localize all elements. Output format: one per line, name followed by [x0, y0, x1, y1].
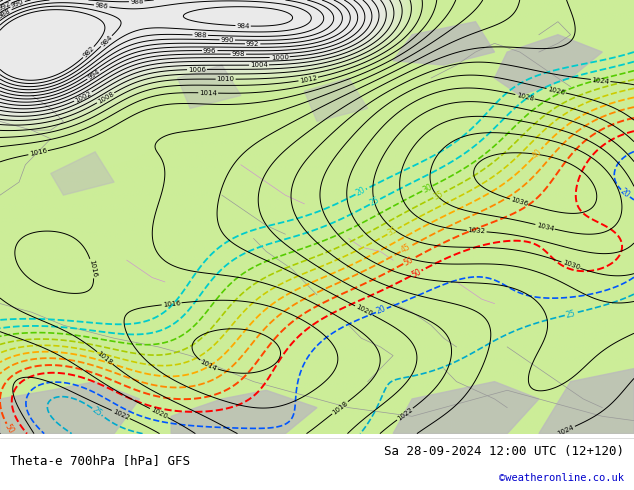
Text: 1024: 1024	[592, 76, 610, 84]
Text: 982: 982	[82, 45, 96, 59]
Text: 1010: 1010	[217, 76, 235, 82]
Text: 35: 35	[386, 225, 399, 238]
Text: 1016: 1016	[29, 148, 48, 157]
Text: 990: 990	[10, 0, 25, 9]
Text: 40: 40	[531, 147, 544, 160]
Text: 1022: 1022	[112, 408, 130, 421]
Text: 1020: 1020	[354, 304, 373, 317]
Text: 1016: 1016	[88, 259, 97, 278]
Text: 992: 992	[0, 0, 12, 12]
Text: 25: 25	[368, 196, 382, 208]
Text: 990: 990	[221, 37, 234, 43]
Text: ©weatheronline.co.uk: ©weatheronline.co.uk	[500, 472, 624, 483]
Text: 1012: 1012	[299, 74, 318, 84]
Text: 1018: 1018	[331, 400, 349, 416]
Polygon shape	[178, 65, 241, 108]
Polygon shape	[495, 35, 602, 96]
Text: 1024: 1024	[557, 424, 575, 437]
Text: 992: 992	[246, 41, 259, 47]
Text: 1028: 1028	[515, 92, 534, 101]
Text: 1004: 1004	[250, 62, 268, 68]
Text: Sa 28-09-2024 12:00 UTC (12+120): Sa 28-09-2024 12:00 UTC (12+120)	[384, 445, 624, 458]
Text: 1008: 1008	[96, 91, 115, 105]
Text: 1030: 1030	[562, 259, 580, 271]
Text: 1020: 1020	[150, 406, 168, 420]
Text: 20: 20	[619, 187, 632, 200]
Text: 1018: 1018	[96, 350, 113, 366]
Polygon shape	[0, 382, 139, 434]
Polygon shape	[51, 152, 114, 195]
Text: 994: 994	[86, 69, 101, 81]
Text: 988: 988	[130, 0, 143, 5]
Text: 984: 984	[236, 23, 250, 29]
Polygon shape	[539, 368, 634, 434]
Text: 998: 998	[231, 51, 245, 57]
Text: 35: 35	[432, 189, 445, 201]
Text: 988: 988	[193, 32, 207, 38]
Text: Theta-e 700hPa [hPa] GFS: Theta-e 700hPa [hPa] GFS	[10, 454, 190, 467]
Text: 1026: 1026	[547, 86, 566, 96]
Text: 984: 984	[100, 34, 113, 48]
Text: 20: 20	[354, 186, 367, 198]
Text: 1036: 1036	[510, 196, 529, 208]
Text: 25: 25	[565, 309, 576, 319]
Text: 25: 25	[91, 405, 103, 418]
Text: 20: 20	[375, 304, 387, 317]
Polygon shape	[171, 390, 317, 434]
Text: 1002: 1002	[74, 90, 93, 103]
Text: 1016: 1016	[162, 300, 181, 308]
Text: 986: 986	[94, 2, 109, 10]
Text: 1014: 1014	[199, 90, 217, 96]
Text: 1000: 1000	[271, 54, 288, 61]
Text: 50: 50	[3, 422, 16, 435]
Polygon shape	[393, 22, 495, 65]
Text: 1006: 1006	[188, 66, 206, 73]
Text: 45: 45	[399, 243, 412, 255]
Text: 50: 50	[402, 255, 415, 268]
Text: 30: 30	[421, 182, 434, 195]
Polygon shape	[393, 382, 539, 434]
Text: 50: 50	[410, 267, 423, 279]
Text: 1032: 1032	[467, 227, 486, 235]
Text: 996: 996	[203, 48, 216, 53]
Text: 1034: 1034	[536, 222, 554, 232]
Text: 988: 988	[0, 7, 12, 20]
Text: 1022: 1022	[396, 406, 414, 422]
Polygon shape	[304, 78, 368, 122]
Text: 1014: 1014	[199, 359, 218, 372]
